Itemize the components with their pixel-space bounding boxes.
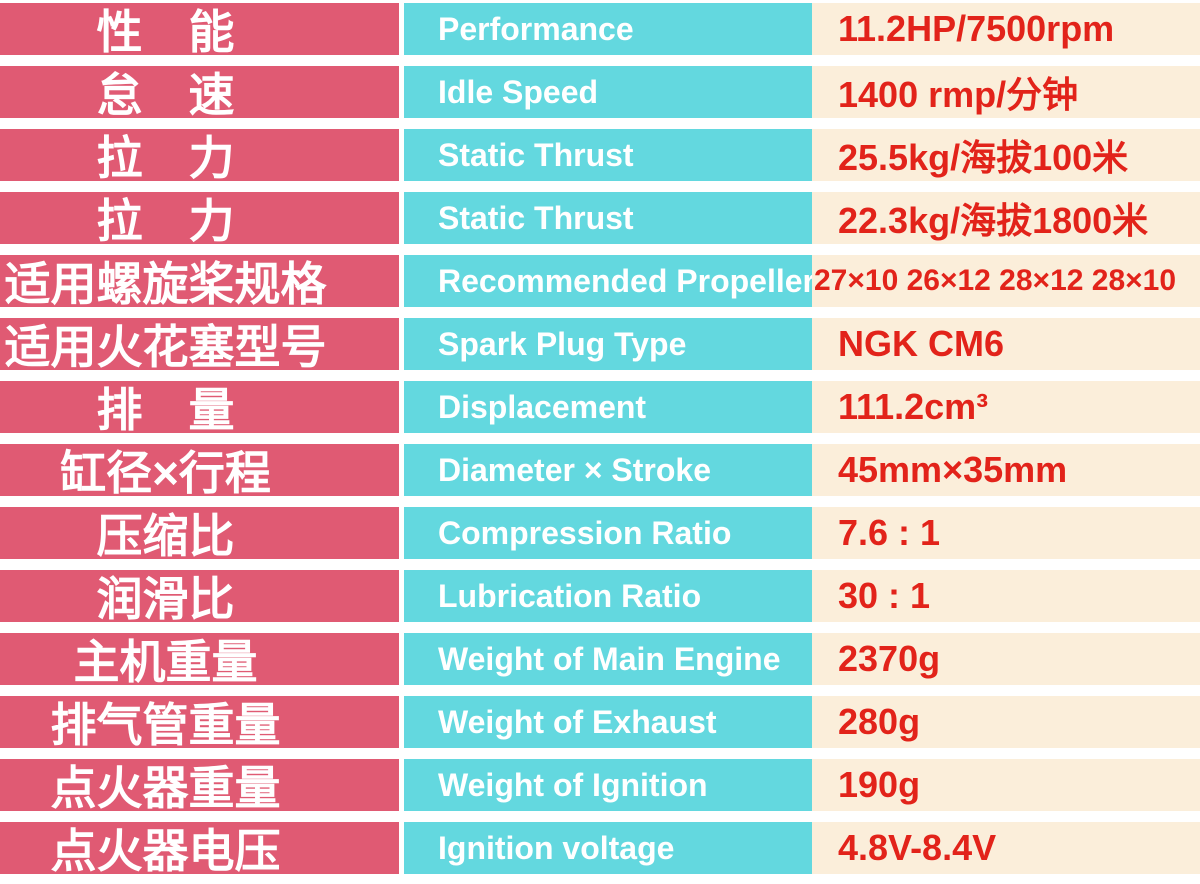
spec-label-cn: 适用螺旋桨规格: [4, 258, 327, 310]
spec-label-en-cell: Weight of Main Engine: [404, 633, 812, 685]
spec-label-cn-cell: 拉 力: [0, 129, 399, 184]
spec-value-cell: 11.2HP/7500rpm: [812, 3, 1200, 55]
spec-value: 7.6 : 1: [838, 512, 941, 553]
spec-label-en: Lubrication Ratio: [438, 577, 702, 614]
table-row: 排气管重量 Weight of Exhaust 280g: [0, 696, 1200, 751]
spec-label-cn: 压缩比: [96, 510, 235, 562]
spec-value: 111.2cm³: [838, 386, 989, 427]
table-row: 排 量 Displacement 111.2cm³: [0, 381, 1200, 436]
spec-label-cn: 润滑比: [96, 573, 235, 625]
table-row: 适用火花塞型号 Spark Plug Type NGK CM6: [0, 318, 1200, 373]
spec-value-cell: 190g: [812, 759, 1200, 811]
spec-value-cell: 2370g: [812, 633, 1200, 685]
spec-label-cn-cell: 拉 力: [0, 192, 399, 247]
spec-label-en: Static Thrust: [438, 136, 634, 173]
spec-label-cn-cell: 排气管重量: [0, 696, 399, 751]
spec-label-en-cell: Ignition voltage: [404, 822, 812, 874]
spec-value: 4.8V-8.4V: [838, 827, 997, 868]
spec-value-cell: 45mm×35mm: [812, 444, 1200, 496]
spec-label-en: Compression Ratio: [438, 514, 732, 551]
spec-label-cn: 怠 速: [96, 69, 235, 121]
spec-value: 27×10 26×12 28×12 28×10: [814, 264, 1177, 297]
spec-value-cell: 280g: [812, 696, 1200, 748]
spec-label-cn-cell: 点火器重量: [0, 759, 399, 814]
spec-label-cn: 排气管重量: [50, 699, 281, 751]
spec-value-cell: NGK CM6: [812, 318, 1200, 370]
spec-label-en: Weight of Ignition: [438, 766, 708, 803]
spec-label-cn-cell: 润滑比: [0, 570, 399, 625]
table-row: 缸径×行程 Diameter × Stroke 45mm×35mm: [0, 444, 1200, 499]
spec-label-en-cell: Weight of Ignition: [404, 759, 812, 811]
table-row: 点火器电压 Ignition voltage 4.8V-8.4V: [0, 822, 1200, 877]
table-row: 点火器重量 Weight of Ignition 190g: [0, 759, 1200, 814]
table-row: 压缩比 Compression Ratio 7.6 : 1: [0, 507, 1200, 562]
spec-label-en-cell: Compression Ratio: [404, 507, 812, 559]
spec-label-en: Recommended Propeller: [438, 262, 815, 299]
spec-label-en-cell: Idle Speed: [404, 66, 812, 118]
table-row: 拉 力 Static Thrust 25.5kg/海拔100米: [0, 129, 1200, 184]
spec-label-en-cell: Performance: [404, 3, 812, 55]
spec-label-cn-cell: 适用螺旋桨规格: [0, 255, 399, 310]
spec-label-en: Weight of Exhaust: [438, 703, 717, 740]
spec-label-cn: 性 能: [96, 6, 235, 58]
table-row: 怠 速 Idle Speed 1400 rmp/分钟: [0, 66, 1200, 121]
spec-label-cn: 点火器重量: [50, 762, 281, 814]
spec-label-en: Displacement: [438, 388, 647, 425]
spec-value-cell: 22.3kg/海拔1800米: [812, 192, 1200, 244]
spec-label-en: Weight of Main Engine: [438, 640, 781, 677]
spec-label-en-cell: Static Thrust: [404, 192, 812, 244]
spec-label-en-cell: Lubrication Ratio: [404, 570, 812, 622]
spec-label-cn: 点火器电压: [50, 825, 281, 877]
spec-value-cell: 1400 rmp/分钟: [812, 66, 1200, 118]
spec-value: 30 : 1: [838, 575, 931, 616]
spec-label-cn-cell: 适用火花塞型号: [0, 318, 399, 373]
spec-label-en: Diameter × Stroke: [438, 451, 712, 488]
spec-value-cell: 7.6 : 1: [812, 507, 1200, 559]
spec-value-cell: 4.8V-8.4V: [812, 822, 1200, 874]
spec-value: 190g: [838, 764, 921, 805]
spec-label-cn-cell: 压缩比: [0, 507, 399, 562]
spec-value-cell: 25.5kg/海拔100米: [812, 129, 1200, 181]
spec-value-cell: 111.2cm³: [812, 381, 1200, 433]
spec-label-en-cell: Static Thrust: [404, 129, 812, 181]
spec-value: 45mm×35mm: [838, 449, 1068, 490]
spec-label-en-cell: Displacement: [404, 381, 812, 433]
spec-label-cn-cell: 怠 速: [0, 66, 399, 121]
spec-label-cn: 适用火花塞型号: [4, 321, 327, 373]
spec-value: 280g: [838, 701, 921, 742]
table-row: 拉 力 Static Thrust 22.3kg/海拔1800米: [0, 192, 1200, 247]
spec-label-en-cell: Recommended Propeller: [404, 255, 815, 307]
table-row: 润滑比 Lubrication Ratio 30 : 1: [0, 570, 1200, 625]
spec-label-en: Performance: [438, 10, 634, 47]
table-row: 主机重量 Weight of Main Engine 2370g: [0, 633, 1200, 688]
spec-label-cn-cell: 点火器电压: [0, 822, 399, 877]
spec-label-cn: 拉 力: [96, 132, 235, 184]
spec-label-cn: 拉 力: [96, 195, 235, 247]
spec-label-cn: 排 量: [96, 384, 235, 436]
spec-label-cn-cell: 缸径×行程: [0, 444, 399, 499]
spec-value: 11.2HP/7500rpm: [838, 8, 1115, 49]
spec-label-en-cell: Weight of Exhaust: [404, 696, 812, 748]
spec-label-en: Ignition voltage: [438, 829, 675, 866]
spec-label-cn: 缸径×行程: [60, 447, 271, 499]
spec-value: 2370g: [838, 638, 941, 679]
spec-label-cn-cell: 排 量: [0, 381, 399, 436]
spec-value: 1400 rmp/分钟: [838, 74, 1079, 115]
spec-value-cell: 27×10 26×12 28×12 28×10: [812, 255, 1200, 307]
spec-label-cn-cell: 性 能: [0, 3, 399, 58]
spec-value: 22.3kg/海拔1800米: [838, 200, 1149, 241]
spec-label-en-cell: Spark Plug Type: [404, 318, 812, 370]
spec-value-cell: 30 : 1: [812, 570, 1200, 622]
table-row: 适用螺旋桨规格 Recommended Propeller 27×10 26×1…: [0, 255, 1200, 310]
spec-value: NGK CM6: [838, 323, 1005, 364]
spec-label-en-cell: Diameter × Stroke: [404, 444, 812, 496]
spec-label-en: Spark Plug Type: [438, 325, 687, 362]
spec-label-en: Idle Speed: [438, 73, 599, 110]
table-row: 性 能 Performance 11.2HP/7500rpm: [0, 3, 1200, 58]
spec-label-cn-cell: 主机重量: [0, 633, 399, 688]
spec-label-cn: 主机重量: [73, 636, 258, 688]
spec-value: 25.5kg/海拔100米: [838, 137, 1129, 178]
spec-label-en: Static Thrust: [438, 199, 634, 236]
